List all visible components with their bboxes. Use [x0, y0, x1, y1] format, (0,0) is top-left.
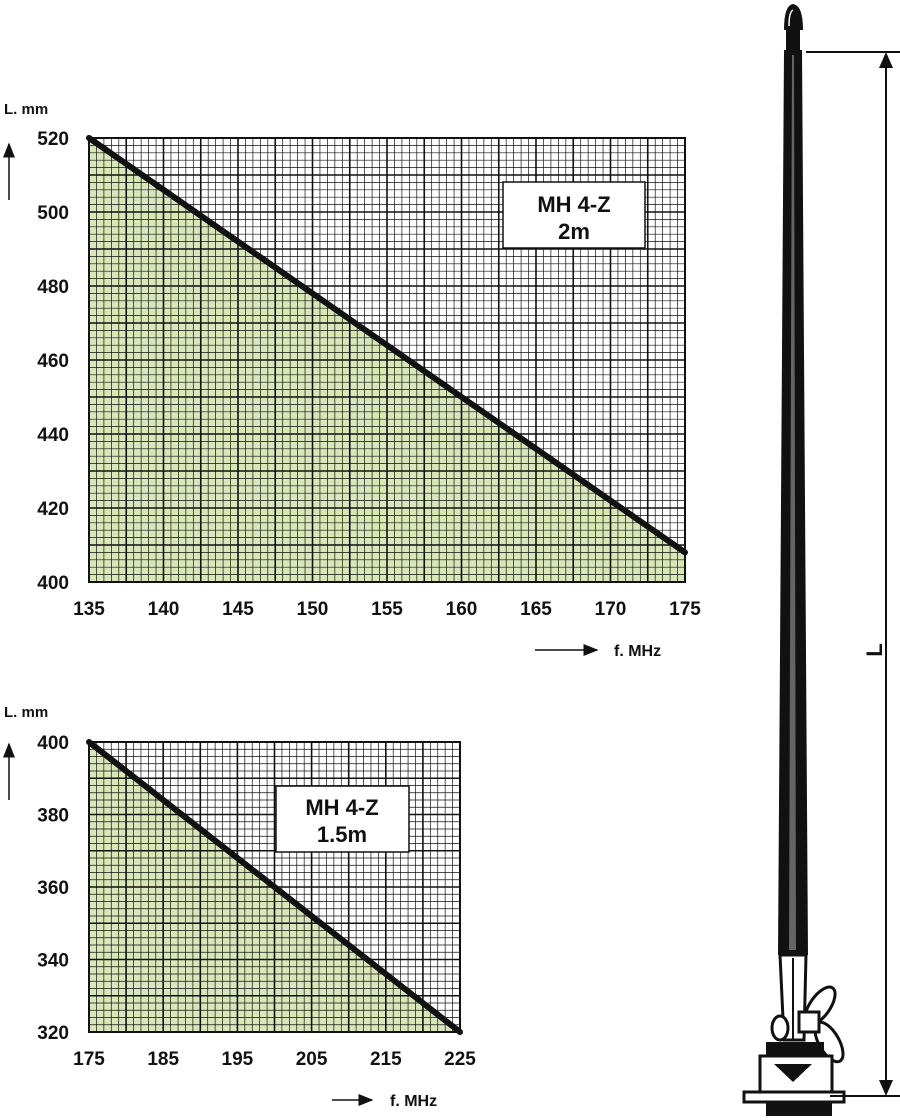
- chart-2m-y-tick-label: 420: [37, 499, 69, 520]
- chart-2m-y-tick-label: 440: [37, 425, 69, 446]
- chart-2m-y-tick-label: 520: [37, 129, 69, 150]
- antenna-tip-icon: [784, 4, 803, 30]
- chart-1-5m-x-tick-label: 195: [222, 1049, 254, 1070]
- antenna-illustration: L: [742, 4, 900, 1116]
- chart-1-5m-x-tick-label: 215: [370, 1049, 402, 1070]
- chart-2m-subtitle: 2m: [558, 219, 590, 244]
- chart-2m-series-line: [86, 135, 688, 556]
- chart-2m-x-tick-label: 160: [446, 599, 478, 620]
- chart-2m-x-tick-label: 150: [297, 599, 329, 620]
- chart-2m-y-tick-label: 500: [37, 203, 69, 224]
- length-label: L: [862, 643, 887, 656]
- chart-2m-y-tick-label: 480: [37, 277, 69, 298]
- chart-1-5m: 320 340 360 380 400 175 185 195 205 215 225 MH 4-…: [2, 704, 476, 1110]
- chart-1-5m-x-ticks: 175 185 195 205 215 225: [73, 1049, 476, 1070]
- chart-1-5m-y-ticks: 320 340 360 380 400: [37, 733, 69, 1044]
- chart-2m-y-axis-label: L. mm: [4, 101, 48, 118]
- chart-1-5m-series-line: [86, 739, 463, 1035]
- chart-2m-y-tick-label: 400: [37, 573, 69, 594]
- chart-2m-title: MH 4-Z: [537, 192, 610, 217]
- chart-1-5m-y-tick-label: 360: [37, 878, 69, 899]
- chart-1-5m-x-tick-label: 205: [296, 1049, 328, 1070]
- chart-2m-x-ticks: 135 140 145 150 155 160 165 170 175: [73, 599, 701, 620]
- chart-2m-x-tick-label: 145: [222, 599, 254, 620]
- chart-1-5m-x-axis-label: f. MHz: [390, 1093, 437, 1110]
- chart-1-5m-x-tick-label: 175: [73, 1049, 105, 1070]
- chart-2m-title-box: MH 4-Z 2m: [502, 181, 646, 249]
- chart-1-5m-subtitle: 1.5m: [317, 822, 367, 847]
- chart-2m-y-tick-label: 460: [37, 351, 69, 372]
- chart-2m-x-axis-label: f. MHz: [614, 643, 661, 660]
- chart-1-5m-y-tick-label: 320: [37, 1023, 69, 1044]
- chart-2m-y-ticks: 400 420 440 460 480 500 520: [37, 129, 69, 594]
- chart-2m-x-tick-label: 175: [669, 599, 701, 620]
- chart-1-5m-y-tick-label: 400: [37, 733, 69, 754]
- chart-2m-x-tick-label: 155: [371, 599, 403, 620]
- chart-1-5m-y-tick-label: 380: [37, 806, 69, 827]
- chart-1-5m-plot: [86, 739, 463, 1035]
- chart-2m-plot: [86, 135, 688, 556]
- chart-1-5m-x-tick-label: 225: [444, 1049, 476, 1070]
- wing-nut-icon: [797, 985, 845, 1064]
- chart-1-5m-title-box: MH 4-Z 1.5m: [275, 785, 410, 853]
- chart-1-5m-y-axis-label: L. mm: [4, 704, 48, 721]
- length-dimension: L: [806, 51, 900, 1097]
- chart-2m-x-tick-label: 170: [595, 599, 627, 620]
- antenna-collar: [786, 30, 800, 50]
- chart-1-5m-y-tick-label: 340: [37, 951, 69, 972]
- antenna-whip: [778, 50, 808, 955]
- chart-1-5m-title: MH 4-Z: [305, 795, 378, 820]
- chart-2m-x-tick-label: 135: [73, 599, 105, 620]
- chart-2m-x-tick-label: 140: [148, 599, 180, 620]
- chart-2m: 400 420 440 460 480 500 520 135 140 145 150 155 160…: [2, 101, 701, 660]
- chart-1-5m-x-tick-label: 185: [147, 1049, 179, 1070]
- chart-2m-x-tick-label: 165: [520, 599, 552, 620]
